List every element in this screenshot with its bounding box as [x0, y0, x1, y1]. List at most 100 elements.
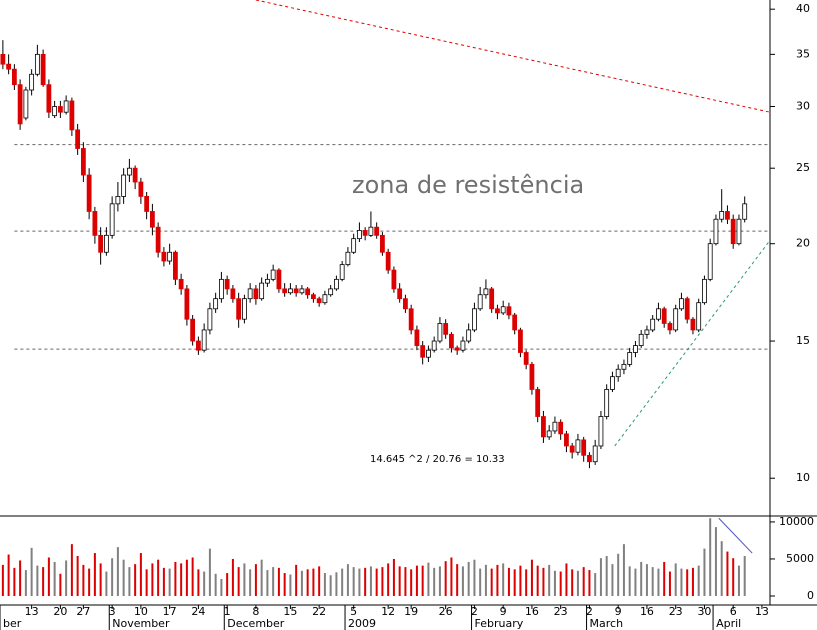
candle-body	[351, 238, 357, 253]
candle-body	[29, 73, 35, 91]
volume-bar	[53, 561, 56, 596]
volume-bar	[318, 566, 321, 596]
volume-bar	[645, 564, 648, 596]
month-label: February	[475, 617, 524, 630]
volume-bar	[640, 561, 643, 596]
x-tick-label: 19	[404, 605, 418, 618]
volume-bar	[116, 547, 119, 596]
candle-body	[57, 106, 63, 113]
candle-body	[598, 416, 604, 447]
candle-body	[604, 389, 610, 417]
candle-body	[98, 234, 104, 253]
volume-bar	[168, 568, 171, 596]
volume-bar	[300, 570, 303, 596]
candle-body	[288, 288, 293, 294]
volume-bar	[36, 565, 39, 596]
volume-bar	[364, 567, 367, 596]
volume-bar	[410, 569, 413, 596]
candle-body	[431, 340, 437, 351]
x-tick-label: 2	[586, 605, 593, 618]
x-tick-label: 16	[525, 605, 539, 618]
x-tick-label: 1	[224, 605, 231, 618]
candle-body	[454, 347, 460, 351]
volume-bar	[208, 548, 211, 596]
volume-bar	[421, 565, 424, 596]
volume-bar	[346, 564, 349, 596]
candle-body	[385, 251, 391, 271]
volume-bar	[30, 547, 33, 596]
volume-bar	[467, 561, 470, 596]
candle-body	[684, 298, 690, 320]
x-tick-label: 13	[25, 605, 39, 618]
candle-body	[730, 218, 736, 245]
candle-body	[224, 278, 230, 290]
candle-body	[414, 329, 420, 346]
candle-body	[679, 298, 684, 310]
annotation: zona de resistência	[352, 171, 584, 199]
volume-bar	[490, 568, 493, 596]
x-tick-label: 9	[500, 605, 507, 618]
volume-bar	[663, 561, 666, 596]
volume-bar	[576, 570, 579, 596]
candle-body	[6, 63, 12, 70]
candle-body	[190, 318, 196, 342]
candle-body	[420, 345, 426, 358]
annotation: 14.645 ^2 / 20.76 = 10.33	[370, 454, 505, 465]
candle-body	[322, 294, 328, 304]
x-tick-label: 2	[471, 605, 478, 618]
candle-body	[535, 389, 541, 417]
candle-body	[541, 416, 546, 438]
candle-body	[725, 211, 730, 220]
volume-bar	[231, 558, 234, 596]
candle-body	[167, 251, 173, 262]
candle-body	[546, 430, 552, 438]
candle-body	[500, 306, 506, 314]
candle-body	[564, 433, 569, 447]
volume-bar	[277, 567, 280, 596]
candle-body	[661, 308, 667, 324]
volume-bar	[220, 578, 223, 596]
candle-body	[374, 226, 380, 236]
volume-bar	[24, 570, 27, 596]
candle-body	[477, 294, 483, 310]
candle-body	[184, 288, 190, 320]
volume-bar	[323, 573, 326, 596]
volume-bar	[99, 563, 102, 596]
volume-bar	[726, 551, 729, 596]
candle-body	[218, 278, 224, 300]
candle-body	[575, 439, 581, 453]
candle-body	[552, 421, 558, 432]
volume-trend-line	[718, 517, 753, 554]
candle-body	[339, 264, 345, 280]
candle-body	[259, 282, 265, 300]
candle-body	[92, 211, 98, 236]
candle-body	[489, 288, 495, 310]
month-label: April	[716, 617, 741, 630]
volume-bar	[450, 557, 453, 596]
candle-body	[0, 53, 6, 65]
volume-bar	[634, 568, 637, 596]
volume-bar	[582, 567, 585, 596]
candle-body	[523, 352, 529, 365]
candle-body	[345, 251, 351, 266]
volume-bar	[341, 568, 344, 596]
volume-bar	[668, 571, 671, 596]
candle-body	[69, 100, 75, 131]
volume-bar	[703, 548, 706, 596]
candle-body	[696, 302, 702, 331]
volume-bar	[387, 563, 390, 596]
candle-body	[506, 306, 512, 316]
y-tick-label: 40	[796, 2, 810, 15]
candle-body	[633, 345, 638, 353]
month-label: December	[227, 617, 285, 630]
volume-bar	[352, 567, 355, 596]
candle-body	[34, 53, 40, 75]
candle-body	[702, 278, 707, 304]
y-tick-label: 25	[796, 161, 810, 174]
candle-body	[449, 333, 454, 349]
candle-body	[40, 53, 46, 86]
candle-body	[610, 376, 615, 390]
candle-body	[587, 454, 592, 463]
candle-body	[558, 421, 564, 435]
